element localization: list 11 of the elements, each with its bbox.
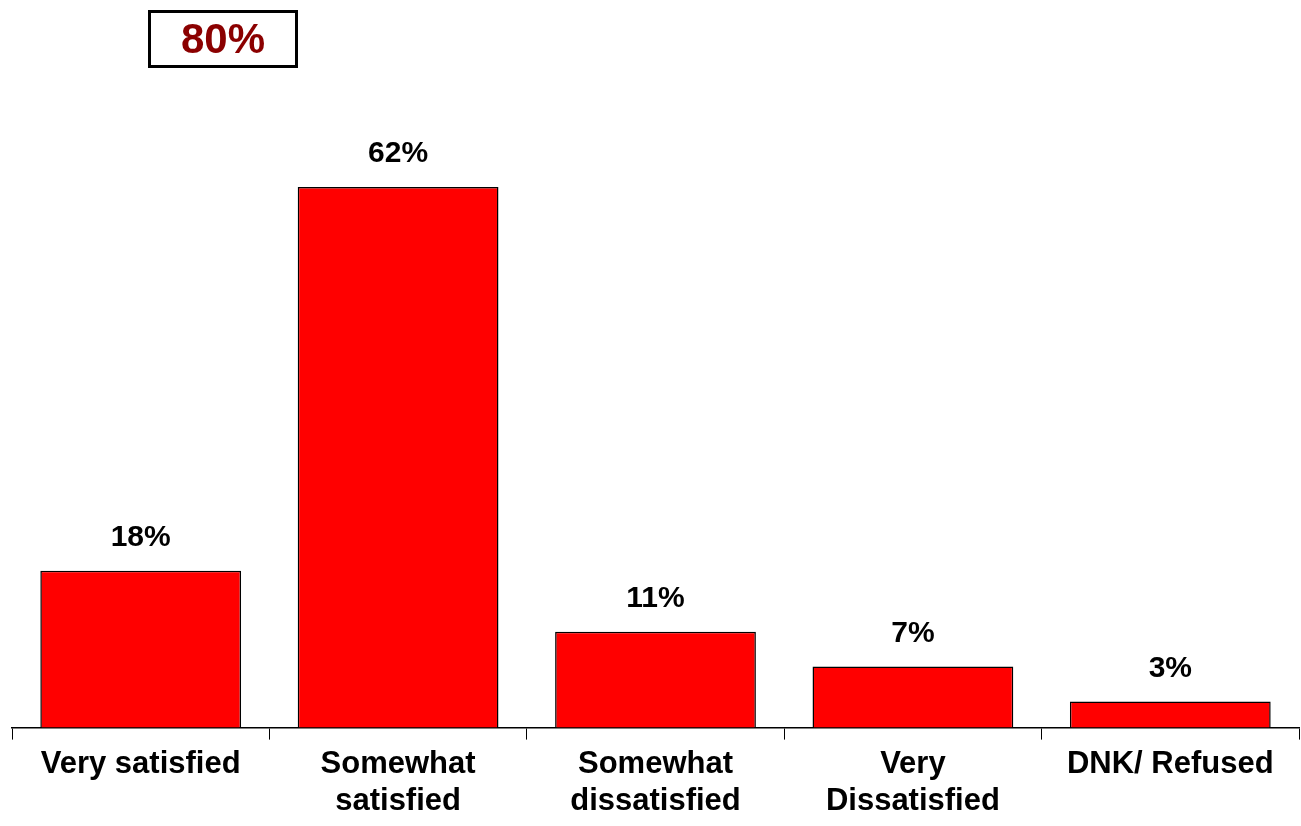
x-tick-label: Very satisfied <box>40 744 241 780</box>
x-tick-label: Very Dissatisfied <box>825 744 1000 817</box>
data-label: 18% <box>110 518 171 552</box>
data-label: 62% <box>368 135 429 169</box>
x-tick-label: DNK/ Refused <box>1066 744 1274 780</box>
data-label: 3% <box>1148 649 1192 683</box>
data-label: 11% <box>626 579 685 613</box>
data-label: 7% <box>891 614 935 648</box>
text: 80% <box>148 10 298 68</box>
x-tick-label: Somewhat satisfied <box>320 744 476 817</box>
x-tick-label: Somewhat dissatisfied <box>570 744 741 817</box>
